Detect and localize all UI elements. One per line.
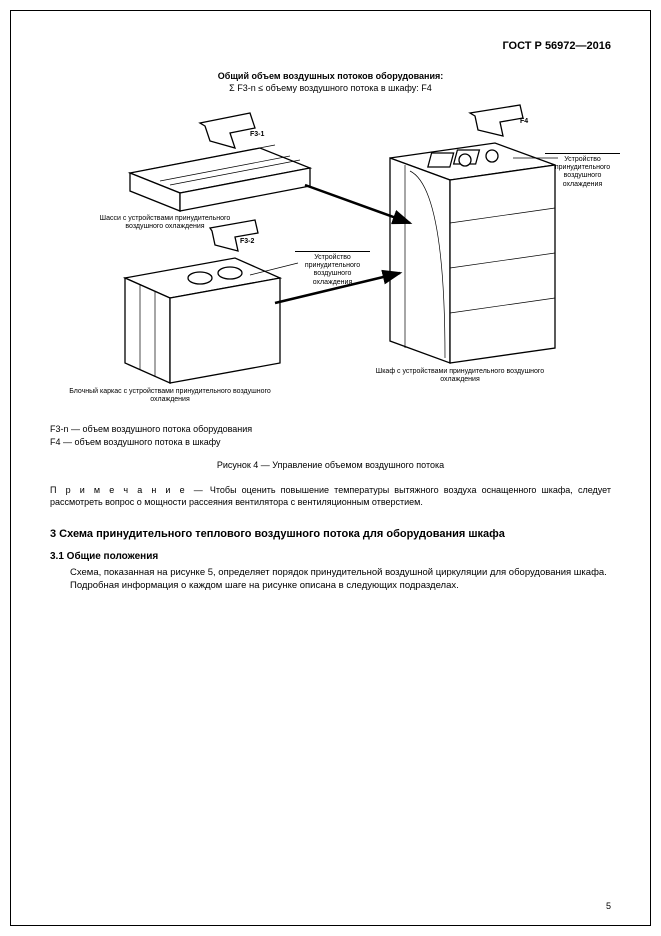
figure4-title: Общий объем воздушных потоков оборудован… (50, 70, 611, 83)
label-chassis-shelf: Шасси с устройствами принудительного воз… (80, 215, 250, 232)
section3-1-para1: Схема, показанная на рисунке 5, определя… (50, 566, 611, 579)
block-chassis (125, 258, 280, 383)
figure4-diagram-area: F3-1 F3-2 F4 Шасси с устройствами принуд… (50, 103, 611, 413)
figure4-caption: Рисунок 4 — Управление объемом воздушног… (50, 460, 611, 470)
section3-1-para2: Подробная информация о каждом шаге на ри… (50, 579, 611, 592)
legend-line-1: F3-n — объем воздушного потока оборудова… (50, 423, 611, 437)
figure4-subtitle: Σ F3-n ≤ объему воздушного потока в шкаф… (50, 83, 611, 93)
note-paragraph: П р и м е ч а н и е — Чтобы оценить повы… (50, 484, 611, 509)
section3-1-heading: 3.1 Общие положения (50, 551, 611, 562)
label-cooling-device-right: Устройство принудительного воздушного ох… (545, 153, 620, 190)
page: ГОСТ Р 56972—2016 Общий объем воздушных … (0, 0, 661, 936)
legend-line-2: F4 — объем воздушного потока в шкафу (50, 436, 611, 450)
section3-heading: 3 Схема принудительного теплового воздуш… (50, 527, 611, 541)
figure4-legend: F3-n — объем воздушного потока оборудова… (50, 423, 611, 450)
document-header: ГОСТ Р 56972—2016 (50, 40, 611, 52)
page-number: 5 (606, 901, 611, 911)
label-f3-1: F3-1 (250, 131, 264, 139)
cabinet (390, 143, 555, 363)
note-prefix: П р и м е ч а н и е — (50, 485, 205, 495)
arrow-up-shelf (200, 113, 255, 148)
chassis-shelf (130, 145, 310, 211)
label-block-chassis: Блочный каркас с устройствами принудител… (60, 388, 280, 405)
label-cabinet-caption: Шкаф с устройствами принудительного возд… (360, 368, 560, 385)
arrow-up-cabinet (470, 105, 523, 136)
label-f3-2: F3-2 (240, 238, 254, 246)
label-f4: F4 (520, 118, 528, 126)
label-cooling-device-center: Устройство принудительного воздушного ох… (295, 251, 370, 288)
